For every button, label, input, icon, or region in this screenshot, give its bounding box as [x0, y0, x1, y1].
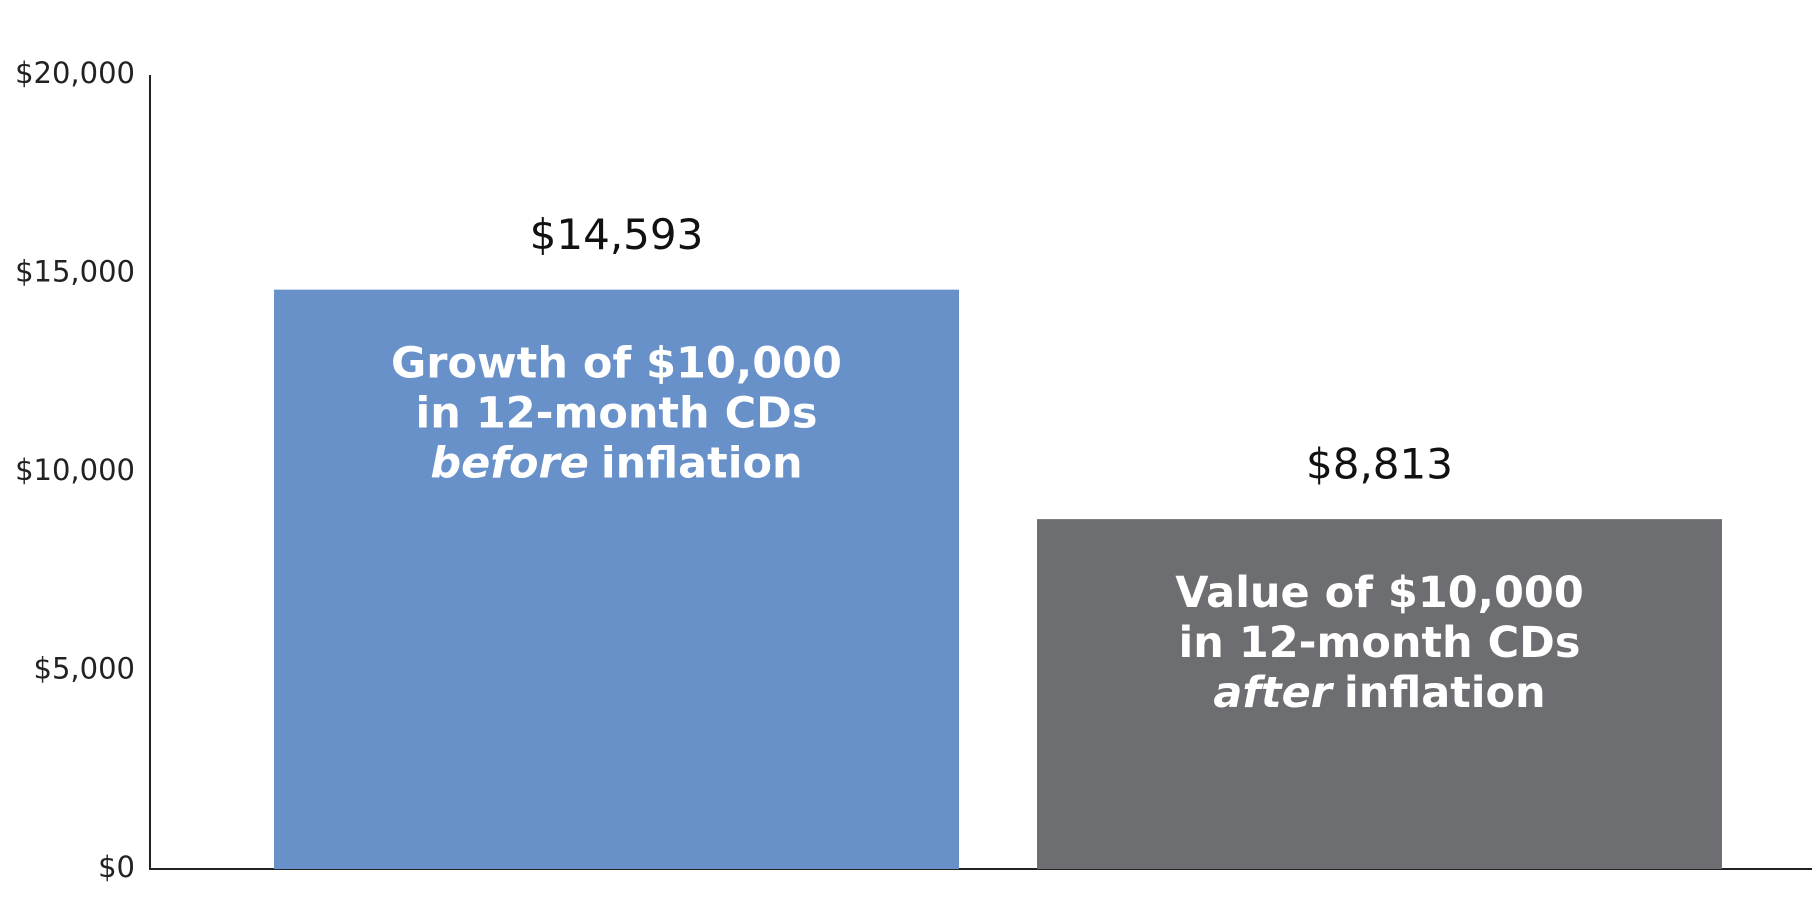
value-label: $14,593	[530, 210, 704, 259]
y-tick-label: $0	[98, 850, 135, 884]
bar-label-line: Value of $10,000	[1175, 568, 1584, 618]
y-tick-label: $5,000	[34, 652, 135, 686]
bar-label: Growth of $10,000 in 12-month CDs before in…	[391, 338, 842, 488]
bar-label-emphasis: after	[1213, 668, 1334, 718]
bar	[1037, 519, 1722, 869]
bar-label: Value of $10,000 in 12-month CDs after infl…	[1175, 568, 1584, 718]
bar	[274, 289, 959, 869]
value-label: $8,813	[1306, 440, 1453, 489]
bar-label-line: in 12-month CDs	[1179, 618, 1581, 668]
bar-label-emphasis: before	[430, 438, 589, 488]
y-tick-label: $10,000	[15, 453, 135, 487]
y-tick-label: $20,000	[15, 56, 135, 90]
bar-label-line: Growth of $10,000	[391, 338, 842, 388]
y-tick-label: $15,000	[15, 255, 135, 289]
bar-label-rest: inflation	[1344, 668, 1546, 718]
bar-label-line: in 12-month CDs	[416, 388, 818, 438]
bar-label-rest: inflation	[601, 438, 803, 488]
